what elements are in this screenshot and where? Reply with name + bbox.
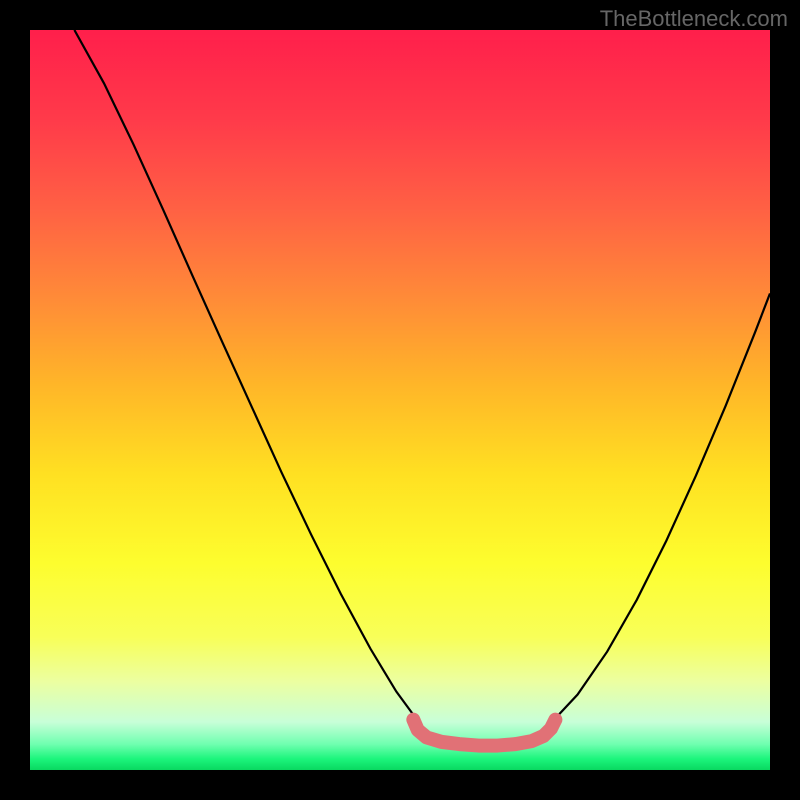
left-curve (74, 30, 414, 717)
plot-area (30, 30, 770, 770)
curve-layer (30, 30, 770, 770)
bottom-band (413, 720, 555, 746)
chart-container: TheBottleneck.com (0, 0, 800, 800)
right-curve (555, 293, 770, 718)
watermark-text: TheBottleneck.com (600, 6, 788, 32)
